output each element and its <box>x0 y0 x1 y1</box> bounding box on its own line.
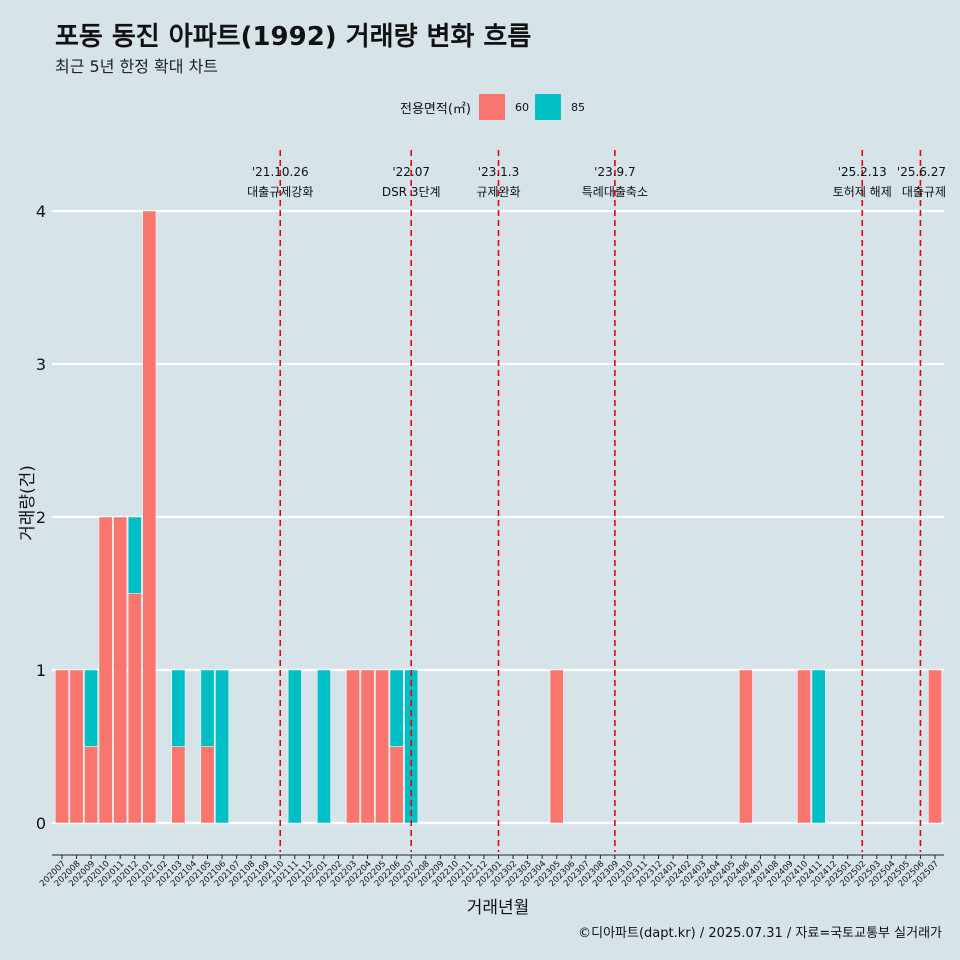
bar-60-202507 <box>928 669 942 824</box>
y-tick-label: 3 <box>36 355 46 374</box>
bar-60-202205 <box>375 669 390 824</box>
bar-60-202101 <box>142 210 157 824</box>
bar-60-202009 <box>84 746 98 824</box>
bar-60-202007 <box>55 669 69 824</box>
bar-85-202105 <box>200 669 215 747</box>
chart-title: 포동 동진 아파트(1992) 거래량 변화 흐름 <box>55 22 532 52</box>
bar-85-202012 <box>127 516 142 594</box>
bar-60-202206 <box>389 746 404 824</box>
bar-85-202201 <box>317 669 331 824</box>
chart-subtitle: 최근 5년 한정 확대 차트 <box>55 57 219 76</box>
event-name-label: 대출규제 <box>902 185 946 199</box>
bar-85-202206 <box>389 669 404 747</box>
event-date-label: '23.1.3 <box>478 165 519 179</box>
event-name-label: 규제완화 <box>476 185 520 199</box>
y-tick-label: 4 <box>36 202 46 221</box>
legend-swatch-85 <box>534 94 561 120</box>
event-date-label: '25.2.13 <box>838 165 887 179</box>
event-date-label: '23.9.7 <box>594 165 635 179</box>
event-name-label: DSR 3단계 <box>382 185 441 199</box>
bars <box>55 210 942 824</box>
event-name-label: 대출규제강화 <box>247 185 313 199</box>
bar-60-202203 <box>346 669 360 824</box>
event-date-label: '25.6.27 <box>897 165 946 179</box>
y-tick-label: 0 <box>36 814 46 833</box>
legend-title: 전용면적(㎡) <box>400 101 471 117</box>
event-name-label: 특례대출축소 <box>582 185 648 199</box>
bar-60-202406 <box>738 669 753 824</box>
event-date-label: '21.10.26 <box>252 165 309 179</box>
legend-label-60: 60 <box>514 100 529 114</box>
bar-60-202012 <box>127 593 142 824</box>
bar-85-202103 <box>171 669 186 747</box>
bar-60-202410 <box>797 669 811 824</box>
x-axis-title: 거래년월 <box>467 898 530 918</box>
bar-85-202411 <box>811 669 826 824</box>
legend: 전용면적(㎡) 60 85 <box>400 94 591 120</box>
bar-60-202305 <box>549 669 564 824</box>
bar-60-202204 <box>360 669 375 824</box>
bar-60-202010 <box>98 516 113 824</box>
bar-60-202011 <box>113 516 128 824</box>
bar-85-202106 <box>215 669 229 824</box>
y-tick-label: 1 <box>36 661 46 680</box>
bar-60-202103 <box>171 746 186 824</box>
legend-swatch-60 <box>478 94 505 120</box>
legend-label-85: 85 <box>570 100 585 114</box>
bar-60-202105 <box>200 746 215 824</box>
y-axis-title: 거래량(건) <box>18 465 38 541</box>
event-date-label: '22.07 <box>392 165 430 179</box>
bar-85-202111 <box>287 669 302 824</box>
event-name-label: 토허제 해제 <box>833 185 892 199</box>
bar-85-202009 <box>84 669 98 747</box>
event-lines: '21.10.26 대출규제강화 '22.07 DSR 3단계 '23.1.3 규제완화 '… <box>247 150 946 852</box>
y-tick-label: 2 <box>36 508 46 527</box>
bar-60-202008 <box>69 669 84 824</box>
source-caption: ©디아파트(dapt.kr) / 2025.07.31 / 자료=국토교통부 실… <box>578 926 942 941</box>
